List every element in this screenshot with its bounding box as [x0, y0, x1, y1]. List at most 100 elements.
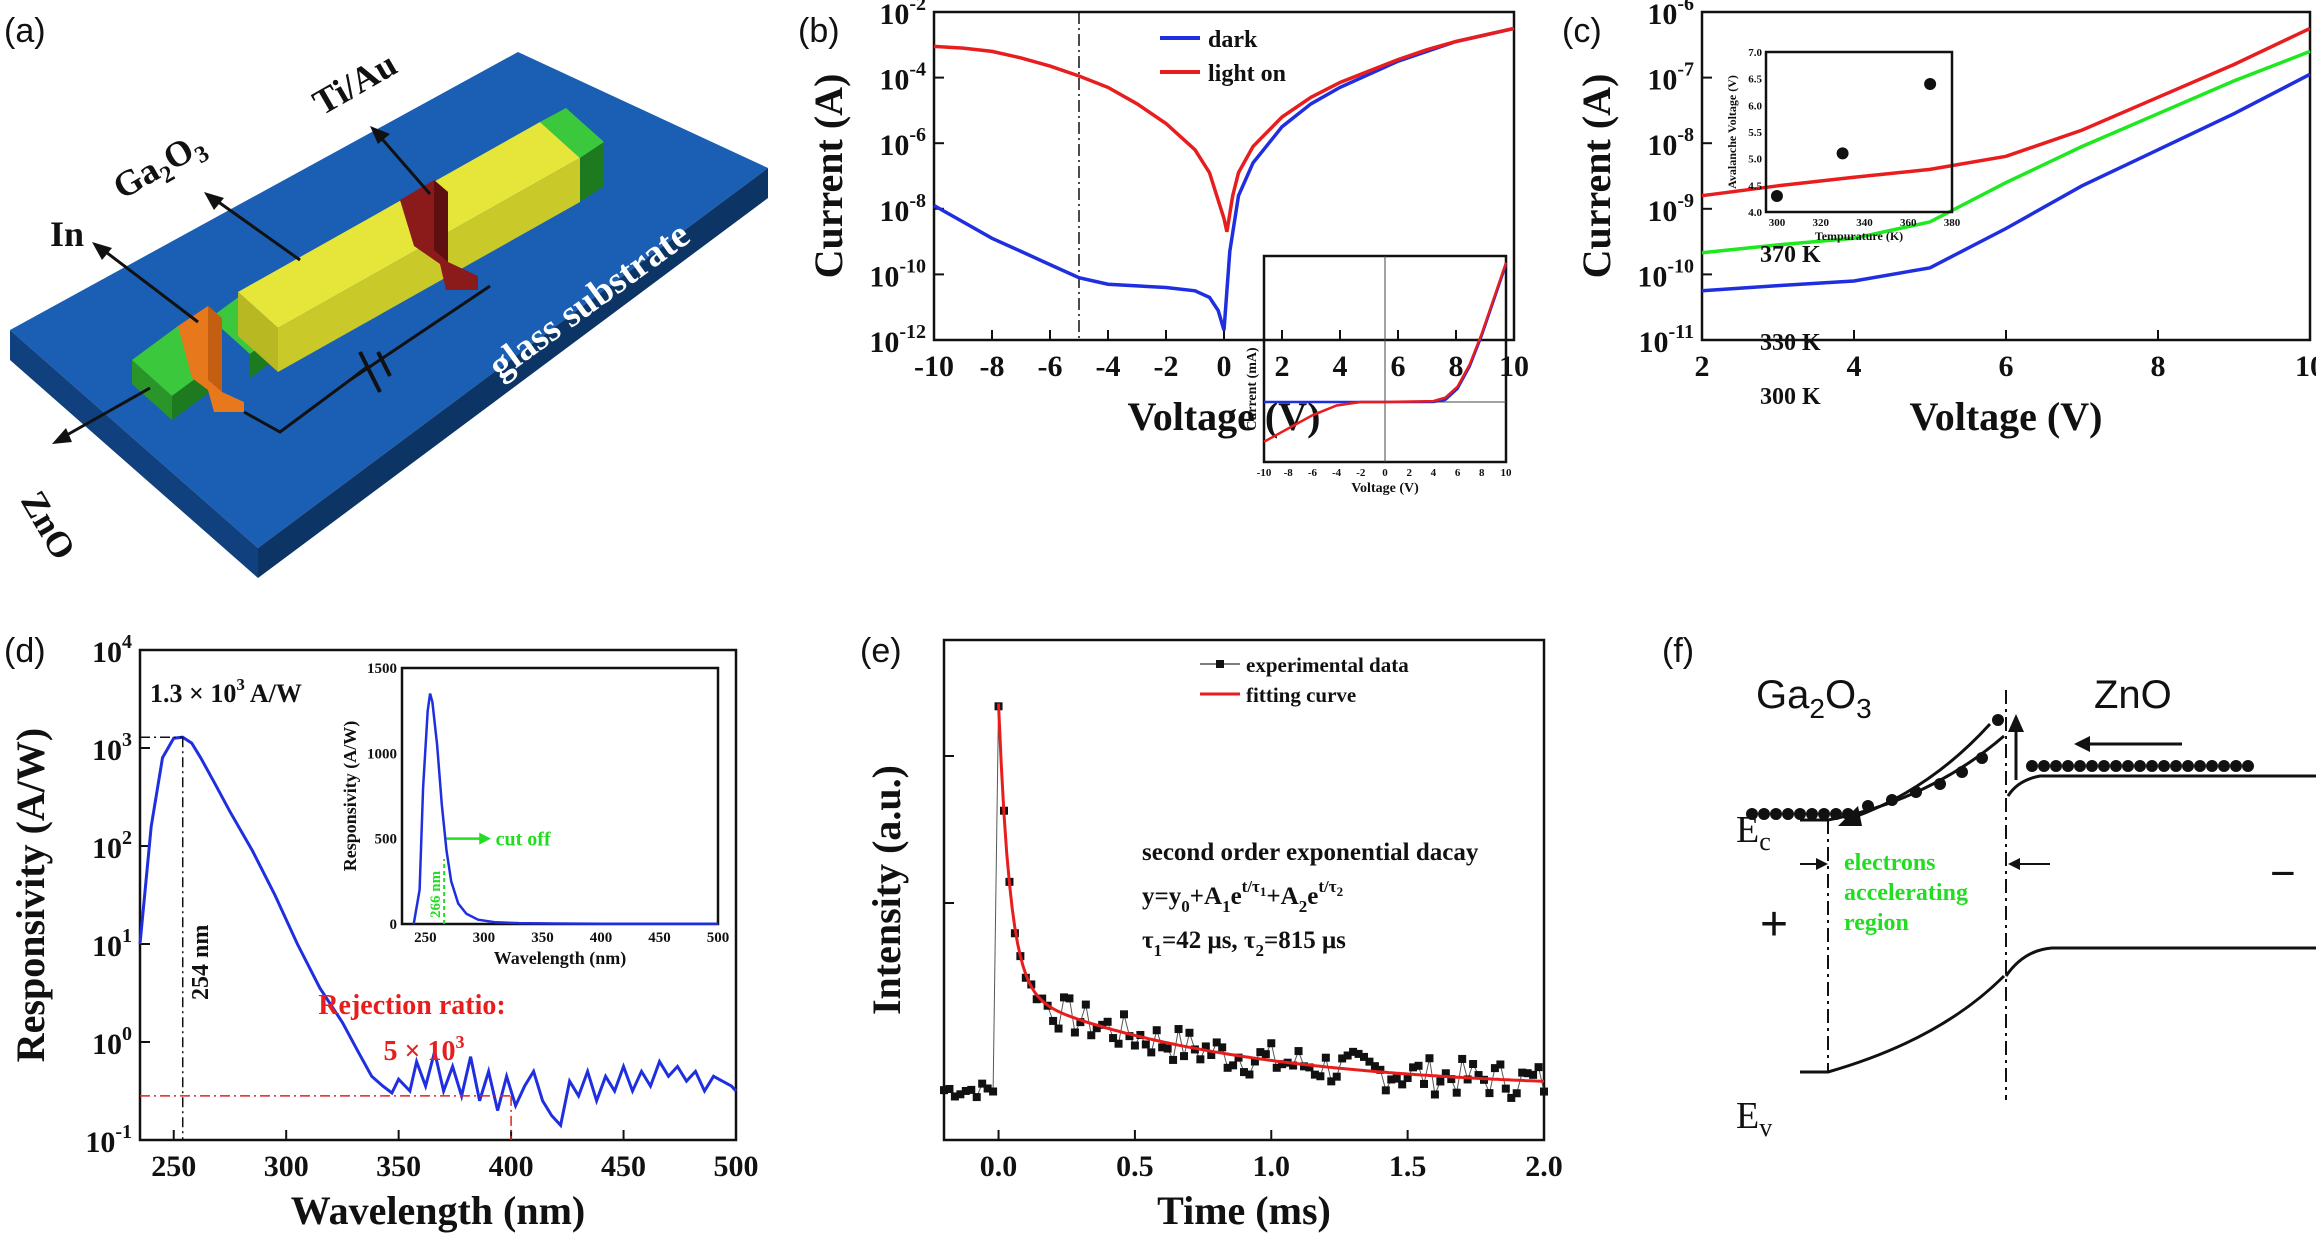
x-tick-label: 6 [1391, 350, 1406, 383]
indium-label: In [50, 214, 84, 254]
inset-y-tick-label: 1500 [367, 661, 397, 677]
region-label-line3: region [1844, 910, 1909, 936]
experimental-point [1496, 1060, 1505, 1069]
inset-x-axis-label: Wavelength (nm) [494, 948, 627, 969]
inset-y-axis-label: Responsivity (A/W) [340, 721, 361, 872]
inset-x-tick-label: -8 [1284, 467, 1294, 479]
y-tick-label: 10-10 [869, 255, 926, 293]
y-tick-label: 10-6 [1647, 0, 1694, 31]
drift-arrow-head [1838, 806, 1862, 826]
experimental-point [1523, 1069, 1532, 1078]
inset-x-tick-label: -10 [1257, 467, 1272, 479]
experimental-point [989, 1087, 998, 1096]
x-axis-label: Time (ms) [1157, 1188, 1331, 1233]
experimental-point [1349, 1047, 1358, 1056]
inset-y-tick-label: 6.5 [1748, 74, 1762, 86]
experimental-point [1534, 1063, 1543, 1072]
electron [2110, 760, 2122, 772]
experimental-line [943, 706, 1545, 1099]
experimental-point [1365, 1057, 1374, 1066]
panel-label-d: (d) [4, 632, 46, 670]
x-tick-label: 350 [376, 1150, 421, 1183]
rejection-value: 5 × 103 [384, 1032, 465, 1067]
electron [1992, 714, 2004, 726]
electron [1934, 778, 1946, 790]
equation-title: second order exponential dacay [1142, 839, 1479, 866]
electron [2230, 760, 2242, 772]
electron [2158, 760, 2170, 772]
legend-label: dark [1208, 27, 1258, 53]
electron-dots [1746, 714, 2254, 820]
x-tick-label: 450 [601, 1150, 646, 1183]
inset-scatter-point [1924, 78, 1937, 90]
panel-label-b: (b) [798, 12, 840, 50]
y-tick-label: 100 [92, 1023, 132, 1061]
series-line-330-K [1701, 49, 2311, 255]
electron [2134, 760, 2146, 772]
up-arrow-head [2008, 714, 2024, 732]
region-arrow-left-head [1816, 858, 1828, 870]
experimental-point [972, 1093, 981, 1102]
ga2o3-label: Ga2O3 [106, 123, 214, 212]
inset-y-tick-label: 0 [390, 917, 398, 933]
inset-x-axis-label: Voltage (V) [1351, 481, 1419, 496]
inset-x-tick-label: 4 [1431, 467, 1437, 479]
minus-sign: − [2270, 849, 2296, 898]
battery-plate-short [376, 351, 392, 377]
inset-x-tick-label: 250 [414, 930, 437, 946]
x-tick-label: 1.0 [1253, 1150, 1291, 1183]
inset-y-axis-label: Avalanche Voltage (V) [1725, 75, 1739, 189]
circuit-wire [243, 284, 491, 434]
region-label-line2: accelerating [1844, 880, 1968, 906]
experimental-point [1529, 1070, 1538, 1079]
panel-c-temperature-chart: 2 4 6 8 10 10-11 10-10 10-9 10-8 10-7 10-6 Voltage … [1574, 0, 2316, 439]
inset-x-tick-label: 380 [1944, 217, 1961, 229]
x-tick-label: 2.0 [1525, 1150, 1563, 1183]
y-tick-label: 10-8 [1647, 124, 1694, 162]
inset-responsivity-line [412, 693, 718, 926]
y-axis-label: Intensity (a.u.) [864, 765, 909, 1015]
ga2o3-side [278, 158, 580, 372]
electron [2170, 760, 2182, 772]
inset-y-tick-label: 4.0 [1748, 207, 1762, 219]
y-tick-label: 10-8 [879, 190, 926, 228]
panel-b-iv-chart: -10 -8 -6 -4 -2 0 2 4 6 8 1010-1210-1010-810-610-4… [806, 0, 1529, 496]
legend-swatch-marker [1216, 660, 1224, 668]
zno-right-top [540, 108, 604, 158]
x-tick-label: -4 [1096, 350, 1121, 383]
region-label-line1: electrons [1844, 850, 1936, 876]
experimental-point [1098, 1020, 1107, 1029]
series-label: 330 K [1760, 330, 1821, 356]
inset-light-line [1263, 262, 1508, 443]
inset-x-tick-label: -4 [1332, 467, 1342, 479]
inset-y-tick-label: 7.0 [1748, 47, 1762, 59]
experimental-point [1518, 1068, 1527, 1077]
experimental-point [1196, 1055, 1205, 1064]
experimental-point [1490, 1064, 1499, 1073]
experimental-point [1289, 1061, 1298, 1070]
cutoff-wavelength-label: 266 nm [428, 870, 444, 918]
experimental-point [1474, 1071, 1483, 1080]
inset-y-tick-label: 500 [375, 832, 398, 848]
experimental-point [1376, 1065, 1385, 1074]
experimental-point [978, 1079, 987, 1088]
experimental-point [1103, 1017, 1112, 1026]
experimental-point [1163, 1044, 1172, 1053]
y-tick-label: 101 [92, 925, 132, 963]
inset-x-tick-label: 360 [1900, 217, 1917, 229]
experimental-point [1076, 1018, 1085, 1027]
experimental-point [1381, 1086, 1390, 1095]
inset-x-tick-label: 10 [1501, 467, 1513, 479]
electron [1746, 808, 1758, 820]
panel-label-f: (f) [1662, 632, 1694, 670]
experimental-point [1125, 1032, 1134, 1041]
battery-plate-long [358, 351, 382, 393]
experimental-point [1240, 1068, 1248, 1077]
x-tick-label: 8 [1449, 350, 1464, 383]
inset-x-tick-label: 400 [590, 930, 613, 946]
panel-d-responsivity-chart: 250 300 350 400 450 500 10-1 100 101 102 103 104 Wav… [8, 631, 759, 1233]
experimental-point [1032, 995, 1041, 1004]
x-tick-label: 400 [489, 1150, 534, 1183]
experimental-point [1049, 1016, 1058, 1025]
experimental-point [1316, 1072, 1325, 1081]
